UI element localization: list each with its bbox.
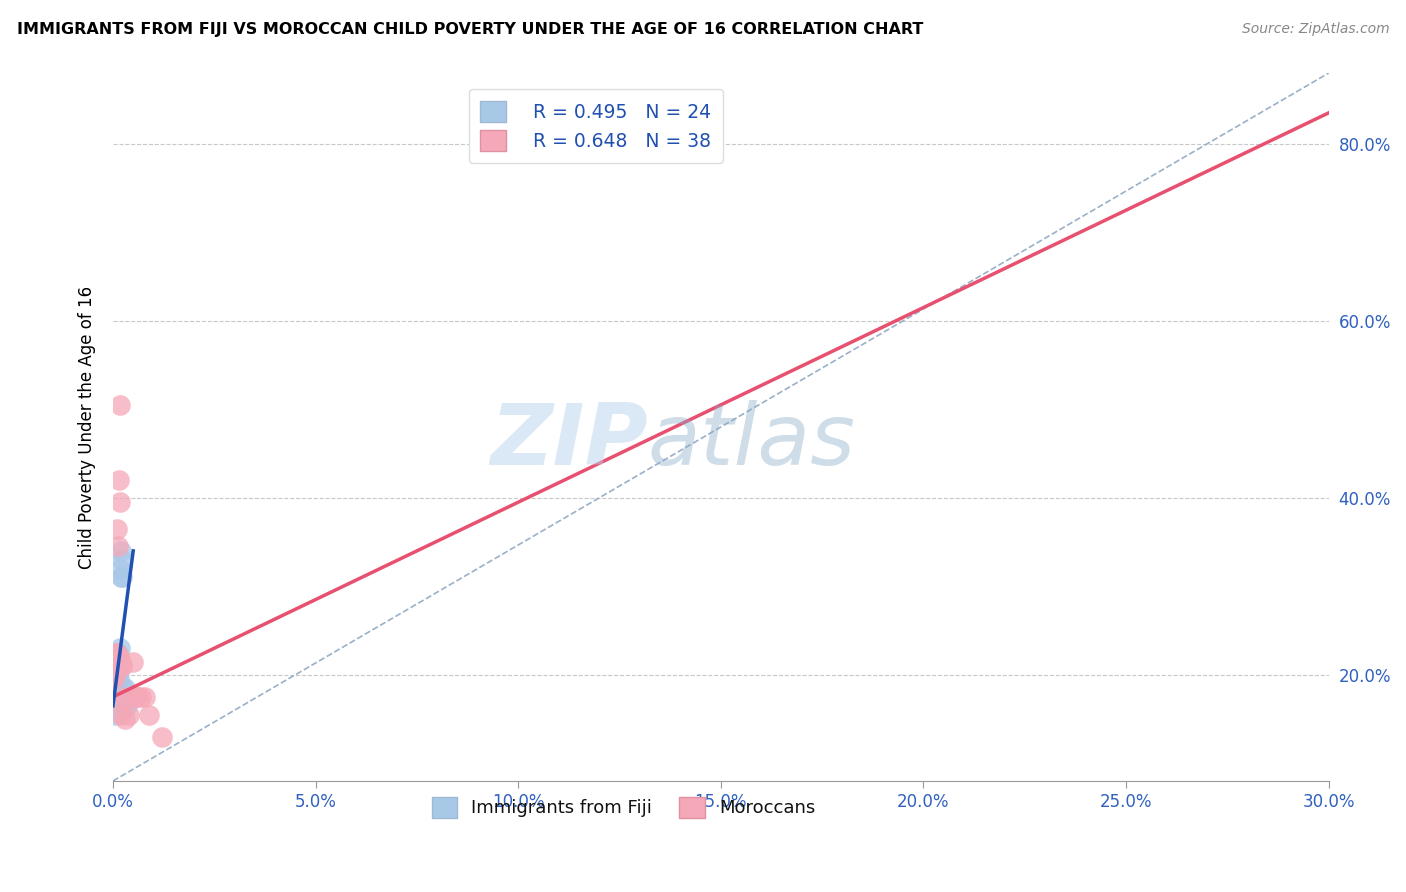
Point bbox=[110, 544, 132, 558]
Point bbox=[107, 655, 129, 669]
Point bbox=[138, 707, 160, 722]
Point bbox=[105, 698, 128, 713]
Point bbox=[105, 522, 128, 536]
Text: atlas: atlas bbox=[648, 400, 856, 483]
Point bbox=[110, 707, 132, 722]
Point bbox=[105, 703, 128, 717]
Point bbox=[107, 540, 129, 554]
Point bbox=[105, 690, 128, 704]
Point bbox=[110, 398, 132, 412]
Point bbox=[111, 570, 134, 584]
Point bbox=[105, 650, 128, 665]
Point bbox=[111, 659, 134, 673]
Point bbox=[103, 667, 125, 681]
Point bbox=[104, 655, 127, 669]
Point bbox=[105, 659, 128, 673]
Point bbox=[110, 570, 132, 584]
Point bbox=[105, 650, 128, 665]
Point bbox=[107, 672, 129, 686]
Point bbox=[110, 655, 132, 669]
Point bbox=[112, 694, 135, 708]
Point bbox=[111, 553, 134, 567]
Point bbox=[114, 690, 136, 704]
Point bbox=[107, 650, 129, 665]
Point bbox=[107, 646, 129, 660]
Point bbox=[108, 685, 131, 699]
Point bbox=[122, 655, 145, 669]
Point bbox=[127, 690, 149, 704]
Legend: Immigrants from Fiji, Moroccans: Immigrants from Fiji, Moroccans bbox=[425, 789, 823, 825]
Point bbox=[111, 659, 134, 673]
Point bbox=[105, 646, 128, 660]
Point bbox=[105, 690, 128, 704]
Point bbox=[114, 681, 136, 695]
Point bbox=[107, 650, 129, 665]
Point bbox=[108, 473, 131, 487]
Point bbox=[104, 659, 127, 673]
Point bbox=[127, 690, 149, 704]
Point bbox=[114, 712, 136, 726]
Text: ZIP: ZIP bbox=[491, 400, 648, 483]
Point bbox=[104, 667, 127, 681]
Point bbox=[110, 655, 132, 669]
Point bbox=[108, 655, 131, 669]
Point bbox=[105, 646, 128, 660]
Point bbox=[108, 495, 131, 509]
Point bbox=[108, 641, 131, 656]
Point bbox=[111, 694, 134, 708]
Point bbox=[115, 698, 138, 713]
Point bbox=[108, 655, 131, 669]
Point bbox=[134, 690, 156, 704]
Point bbox=[107, 667, 129, 681]
Point bbox=[112, 698, 135, 713]
Point bbox=[110, 561, 132, 575]
Point bbox=[112, 681, 135, 695]
Point bbox=[150, 730, 173, 744]
Point bbox=[105, 655, 128, 669]
Point bbox=[108, 650, 131, 665]
Point bbox=[131, 690, 153, 704]
Point bbox=[105, 664, 128, 678]
Point bbox=[118, 707, 141, 722]
Text: IMMIGRANTS FROM FIJI VS MOROCCAN CHILD POVERTY UNDER THE AGE OF 16 CORRELATION C: IMMIGRANTS FROM FIJI VS MOROCCAN CHILD P… bbox=[17, 22, 924, 37]
Text: Source: ZipAtlas.com: Source: ZipAtlas.com bbox=[1241, 22, 1389, 37]
Point bbox=[104, 707, 127, 722]
Point bbox=[103, 655, 125, 669]
Y-axis label: Child Poverty Under the Age of 16: Child Poverty Under the Age of 16 bbox=[79, 285, 96, 568]
Point bbox=[108, 655, 131, 669]
Point bbox=[111, 690, 134, 704]
Point bbox=[103, 672, 125, 686]
